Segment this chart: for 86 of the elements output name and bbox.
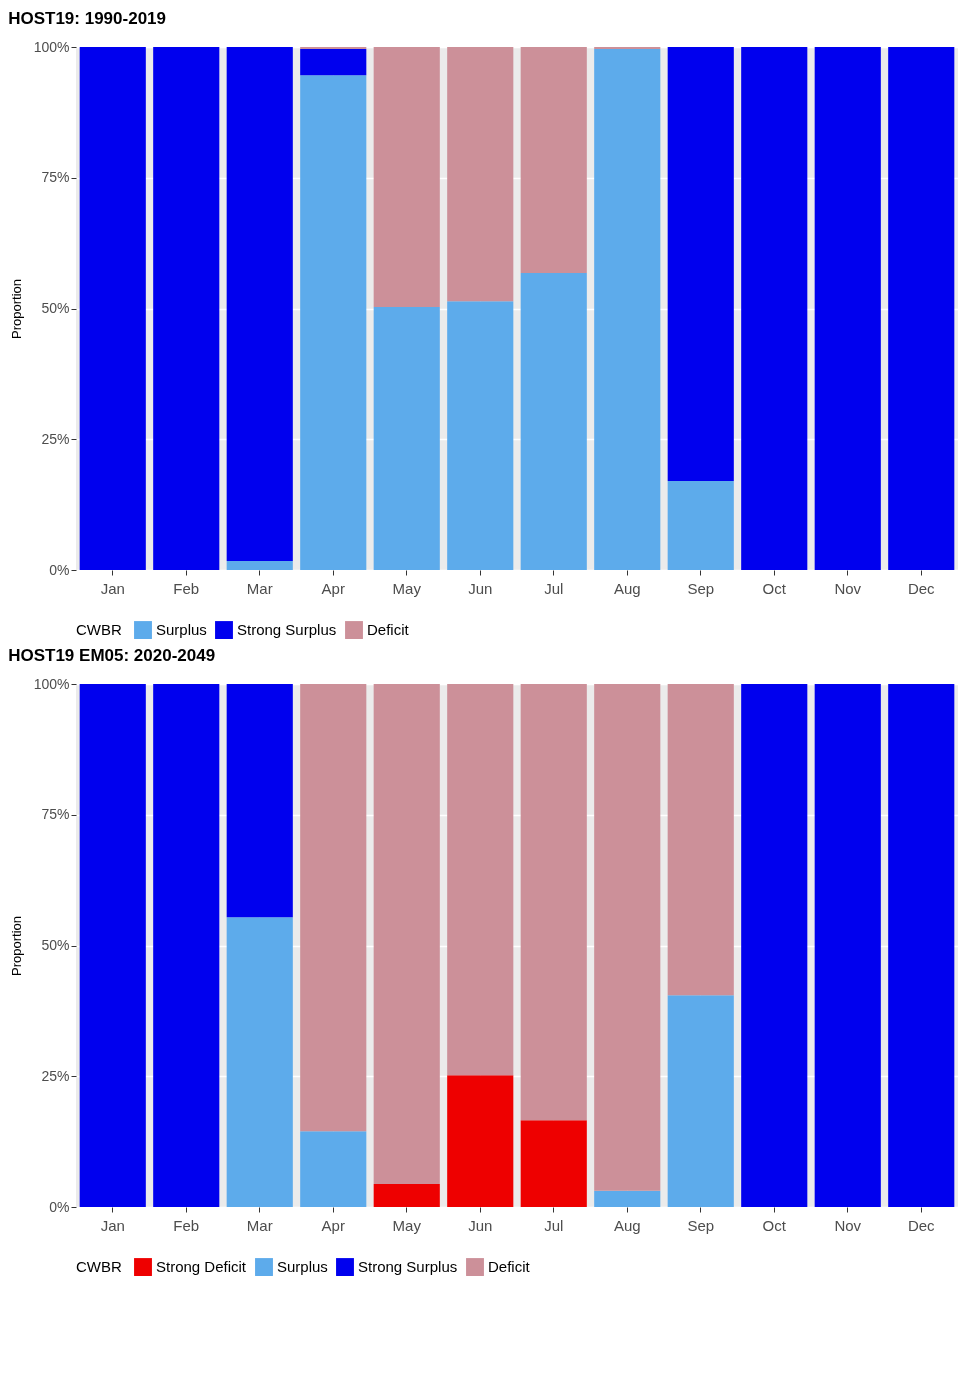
bar bbox=[667, 47, 734, 482]
legend-label: Strong Deficit bbox=[156, 1258, 247, 1276]
bar bbox=[741, 684, 808, 1207]
bar bbox=[520, 1120, 587, 1207]
x-tick-label: Feb bbox=[173, 579, 200, 597]
bar bbox=[447, 47, 514, 302]
legend-label: Surplus bbox=[277, 1258, 328, 1276]
y-tick-label: 100% bbox=[33, 675, 70, 692]
y-tick-label: 50% bbox=[41, 937, 70, 953]
bar bbox=[447, 1075, 514, 1207]
bar bbox=[373, 47, 440, 307]
y-tick-label: 25% bbox=[41, 1067, 70, 1084]
bar bbox=[226, 47, 293, 562]
x-tick-label: Apr bbox=[321, 1216, 345, 1234]
bar bbox=[520, 47, 587, 273]
chart-title: HOST19: 1990-2019 bbox=[8, 9, 167, 28]
x-tick-label: Jun bbox=[468, 579, 493, 597]
x-tick-label: Jun bbox=[468, 1216, 493, 1234]
x-tick-label: May bbox=[392, 579, 422, 597]
y-tick-label: 75% bbox=[41, 806, 70, 823]
x-tick-label: May bbox=[392, 1216, 422, 1234]
bar bbox=[520, 272, 587, 570]
y-axis-title: Proportion bbox=[8, 916, 24, 976]
y-tick-label: 50% bbox=[41, 300, 70, 316]
x-tick-label: Jul bbox=[544, 1216, 564, 1234]
bar bbox=[888, 47, 955, 570]
bar bbox=[594, 684, 661, 1191]
x-tick-label: Dec bbox=[907, 579, 936, 597]
bar bbox=[520, 684, 587, 1121]
bar bbox=[153, 47, 220, 570]
x-tick-label: Sep bbox=[687, 579, 715, 597]
chart-title: HOST19 EM05: 2020-2049 bbox=[8, 646, 216, 665]
bar bbox=[79, 684, 146, 1207]
x-tick-label: Jan bbox=[100, 1216, 125, 1234]
y-tick-label: 0% bbox=[49, 561, 70, 578]
bar bbox=[667, 684, 734, 996]
legend-label: Deficit bbox=[367, 621, 410, 639]
y-tick-label: 75% bbox=[41, 169, 70, 186]
bar bbox=[888, 684, 955, 1207]
bar bbox=[594, 47, 661, 50]
x-tick-label: Oct bbox=[762, 1216, 787, 1234]
bar bbox=[741, 47, 808, 570]
legend-label: Surplus bbox=[156, 621, 207, 639]
bar bbox=[667, 481, 734, 570]
bar bbox=[447, 301, 514, 570]
bar bbox=[300, 684, 367, 1132]
x-tick-label: Aug bbox=[613, 579, 641, 597]
bar bbox=[667, 995, 734, 1207]
bar bbox=[226, 917, 293, 1207]
bar bbox=[373, 1183, 440, 1207]
legend-label: Strong Surplus bbox=[237, 621, 337, 639]
y-tick-label: 0% bbox=[49, 1198, 70, 1215]
bar bbox=[300, 47, 367, 50]
legend-label: Deficit bbox=[488, 1258, 531, 1276]
x-tick-label: Oct bbox=[762, 579, 787, 597]
legend-title: CWBR bbox=[76, 621, 122, 638]
bar bbox=[814, 684, 881, 1207]
bar bbox=[814, 47, 881, 570]
x-tick-label: Nov bbox=[834, 1216, 862, 1234]
bar bbox=[373, 306, 440, 570]
bar bbox=[226, 684, 293, 918]
bar bbox=[373, 684, 440, 1184]
x-tick-label: Mar bbox=[246, 1216, 273, 1234]
legend-title: CWBR bbox=[76, 1258, 122, 1275]
bar bbox=[300, 49, 367, 76]
x-tick-label: Nov bbox=[834, 579, 862, 597]
bar bbox=[447, 684, 514, 1076]
bar bbox=[594, 49, 661, 570]
x-tick-label: Feb bbox=[173, 1216, 200, 1234]
bar bbox=[300, 75, 367, 570]
bar bbox=[300, 1131, 367, 1207]
x-tick-label: Apr bbox=[321, 579, 345, 597]
x-tick-label: Dec bbox=[907, 1216, 936, 1234]
x-tick-label: Sep bbox=[687, 1216, 715, 1234]
legend-label: Strong Surplus bbox=[358, 1258, 458, 1276]
bar bbox=[153, 684, 220, 1207]
bar bbox=[79, 47, 146, 570]
x-tick-label: Mar bbox=[246, 579, 273, 597]
x-tick-label: Aug bbox=[613, 1216, 641, 1234]
y-axis-title: Proportion bbox=[8, 279, 24, 339]
bar bbox=[594, 1190, 661, 1207]
x-tick-label: Jul bbox=[544, 579, 564, 597]
bar bbox=[226, 561, 293, 570]
y-tick-label: 25% bbox=[41, 430, 70, 447]
y-tick-label: 100% bbox=[33, 38, 70, 55]
x-tick-label: Jan bbox=[100, 579, 125, 597]
